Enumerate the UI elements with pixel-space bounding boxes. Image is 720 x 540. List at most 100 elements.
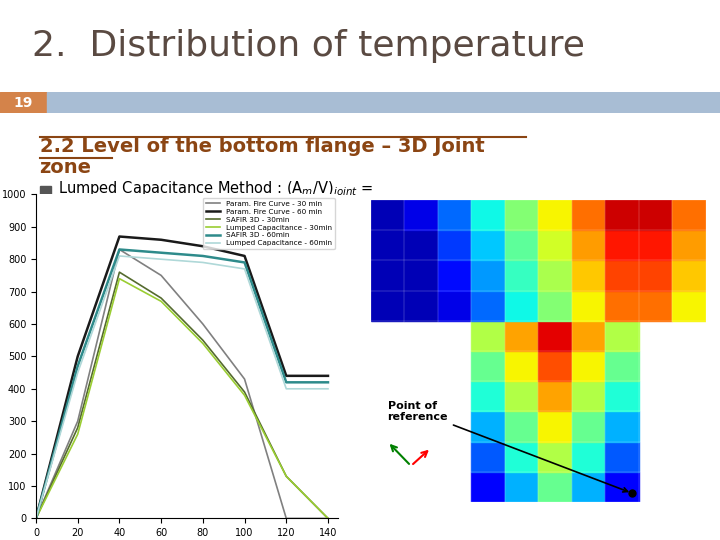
Bar — [472, 321, 505, 351]
Lumped Capacitance - 30min — [115, 275, 124, 282]
SAFIR 3D - 30min — [240, 389, 249, 395]
Bar — [639, 260, 672, 291]
Bar — [505, 351, 539, 381]
Param. Fire Curve - 60 min — [73, 353, 82, 360]
Param. Fire Curve - 60 min — [324, 373, 333, 379]
Bar — [405, 230, 438, 260]
Bar — [472, 381, 505, 411]
Bar — [405, 200, 438, 230]
Lumped Capacitance - 30min — [32, 515, 40, 522]
Bar — [606, 260, 639, 291]
Lumped Capacitance - 30min — [73, 431, 82, 437]
Bar — [572, 472, 606, 502]
Bar — [539, 411, 572, 442]
Bar — [572, 351, 606, 381]
SAFIR 3D - 60min — [32, 515, 40, 522]
Param. Fire Curve - 60 min — [199, 243, 207, 249]
Bar — [505, 291, 539, 321]
Lumped Capacitance - 60min — [240, 266, 249, 272]
SAFIR 3D - 30min — [282, 473, 291, 480]
Bar — [405, 291, 438, 321]
Bar — [539, 351, 572, 381]
Bar — [572, 411, 606, 442]
Bar — [472, 230, 505, 260]
Bar — [606, 472, 639, 502]
Line: Param. Fire Curve - 60 min: Param. Fire Curve - 60 min — [36, 237, 328, 518]
Line: Lumped Capacitance - 30min: Lumped Capacitance - 30min — [36, 279, 328, 518]
Bar — [505, 230, 539, 260]
SAFIR 3D - 60min — [240, 259, 249, 266]
Bar — [606, 230, 639, 260]
Text: (A$_m$/V)$_{beam}$/2: (A$_m$/V)$_{beam}$/2 — [58, 199, 148, 217]
Bar — [539, 200, 572, 230]
Bar — [371, 200, 405, 230]
Bar — [539, 230, 572, 260]
Bar — [572, 442, 606, 472]
SAFIR 3D - 30min — [115, 269, 124, 275]
Text: zone: zone — [40, 158, 91, 177]
Param. Fire Curve - 30 min — [32, 515, 40, 522]
Bar — [572, 321, 606, 351]
Legend: Param. Fire Curve - 30 min, Param. Fire Curve - 60 min, SAFIR 3D - 30min, Lumped: Param. Fire Curve - 30 min, Param. Fire … — [203, 198, 335, 249]
Param. Fire Curve - 60 min — [282, 373, 291, 379]
Bar — [472, 411, 505, 442]
Lumped Capacitance - 60min — [73, 369, 82, 376]
Bar — [672, 260, 706, 291]
Lumped Capacitance - 60min — [199, 259, 207, 266]
Bar — [371, 260, 405, 291]
Line: SAFIR 3D - 30min: SAFIR 3D - 30min — [36, 272, 328, 518]
Bar — [438, 291, 472, 321]
Bar — [405, 260, 438, 291]
Lumped Capacitance - 30min — [240, 392, 249, 399]
Param. Fire Curve - 60 min — [240, 253, 249, 259]
SAFIR 3D - 60min — [115, 246, 124, 253]
Bar — [606, 351, 639, 381]
Param. Fire Curve - 60 min — [157, 237, 166, 243]
Param. Fire Curve - 30 min — [157, 272, 166, 279]
Bar — [539, 472, 572, 502]
Bar — [438, 230, 472, 260]
SAFIR 3D - 60min — [199, 253, 207, 259]
Lumped Capacitance - 60min — [324, 386, 333, 392]
Bar — [672, 291, 706, 321]
SAFIR 3D - 30min — [324, 515, 333, 522]
Bar — [606, 200, 639, 230]
Bar — [505, 260, 539, 291]
Lumped Capacitance - 30min — [282, 473, 291, 480]
Bar — [438, 200, 472, 230]
Bar — [606, 321, 639, 351]
Text: configuration: configuration — [148, 238, 245, 253]
Bar — [639, 200, 672, 230]
Bar — [505, 381, 539, 411]
Bar — [572, 291, 606, 321]
Bar — [505, 472, 539, 502]
Bar — [539, 381, 572, 411]
Text: 19: 19 — [14, 96, 33, 110]
Lumped Capacitance - 30min — [324, 515, 333, 522]
Text: IPE 300: IPE 300 — [107, 219, 168, 234]
Bar — [539, 291, 572, 321]
Bar — [472, 200, 505, 230]
Bar — [371, 230, 405, 260]
Bar — [505, 321, 539, 351]
SAFIR 3D - 30min — [73, 424, 82, 431]
Bar — [472, 291, 505, 321]
Param. Fire Curve - 30 min — [199, 321, 207, 327]
SAFIR 3D - 30min — [157, 295, 166, 301]
Bar — [639, 230, 672, 260]
Bar — [472, 351, 505, 381]
SAFIR 3D - 60min — [324, 379, 333, 386]
Bar — [539, 260, 572, 291]
Bar — [639, 291, 672, 321]
SAFIR 3D - 60min — [282, 379, 291, 386]
Lumped Capacitance - 60min — [115, 253, 124, 259]
Param. Fire Curve - 30 min — [282, 515, 291, 522]
Param. Fire Curve - 60 min — [115, 233, 124, 240]
Bar — [672, 230, 706, 260]
Bar — [438, 260, 472, 291]
Bar — [40, 186, 51, 195]
Lumped Capacitance - 30min — [199, 340, 207, 347]
Bar — [539, 442, 572, 472]
Lumped Capacitance - 30min — [157, 298, 166, 305]
Lumped Capacitance - 60min — [157, 256, 166, 262]
